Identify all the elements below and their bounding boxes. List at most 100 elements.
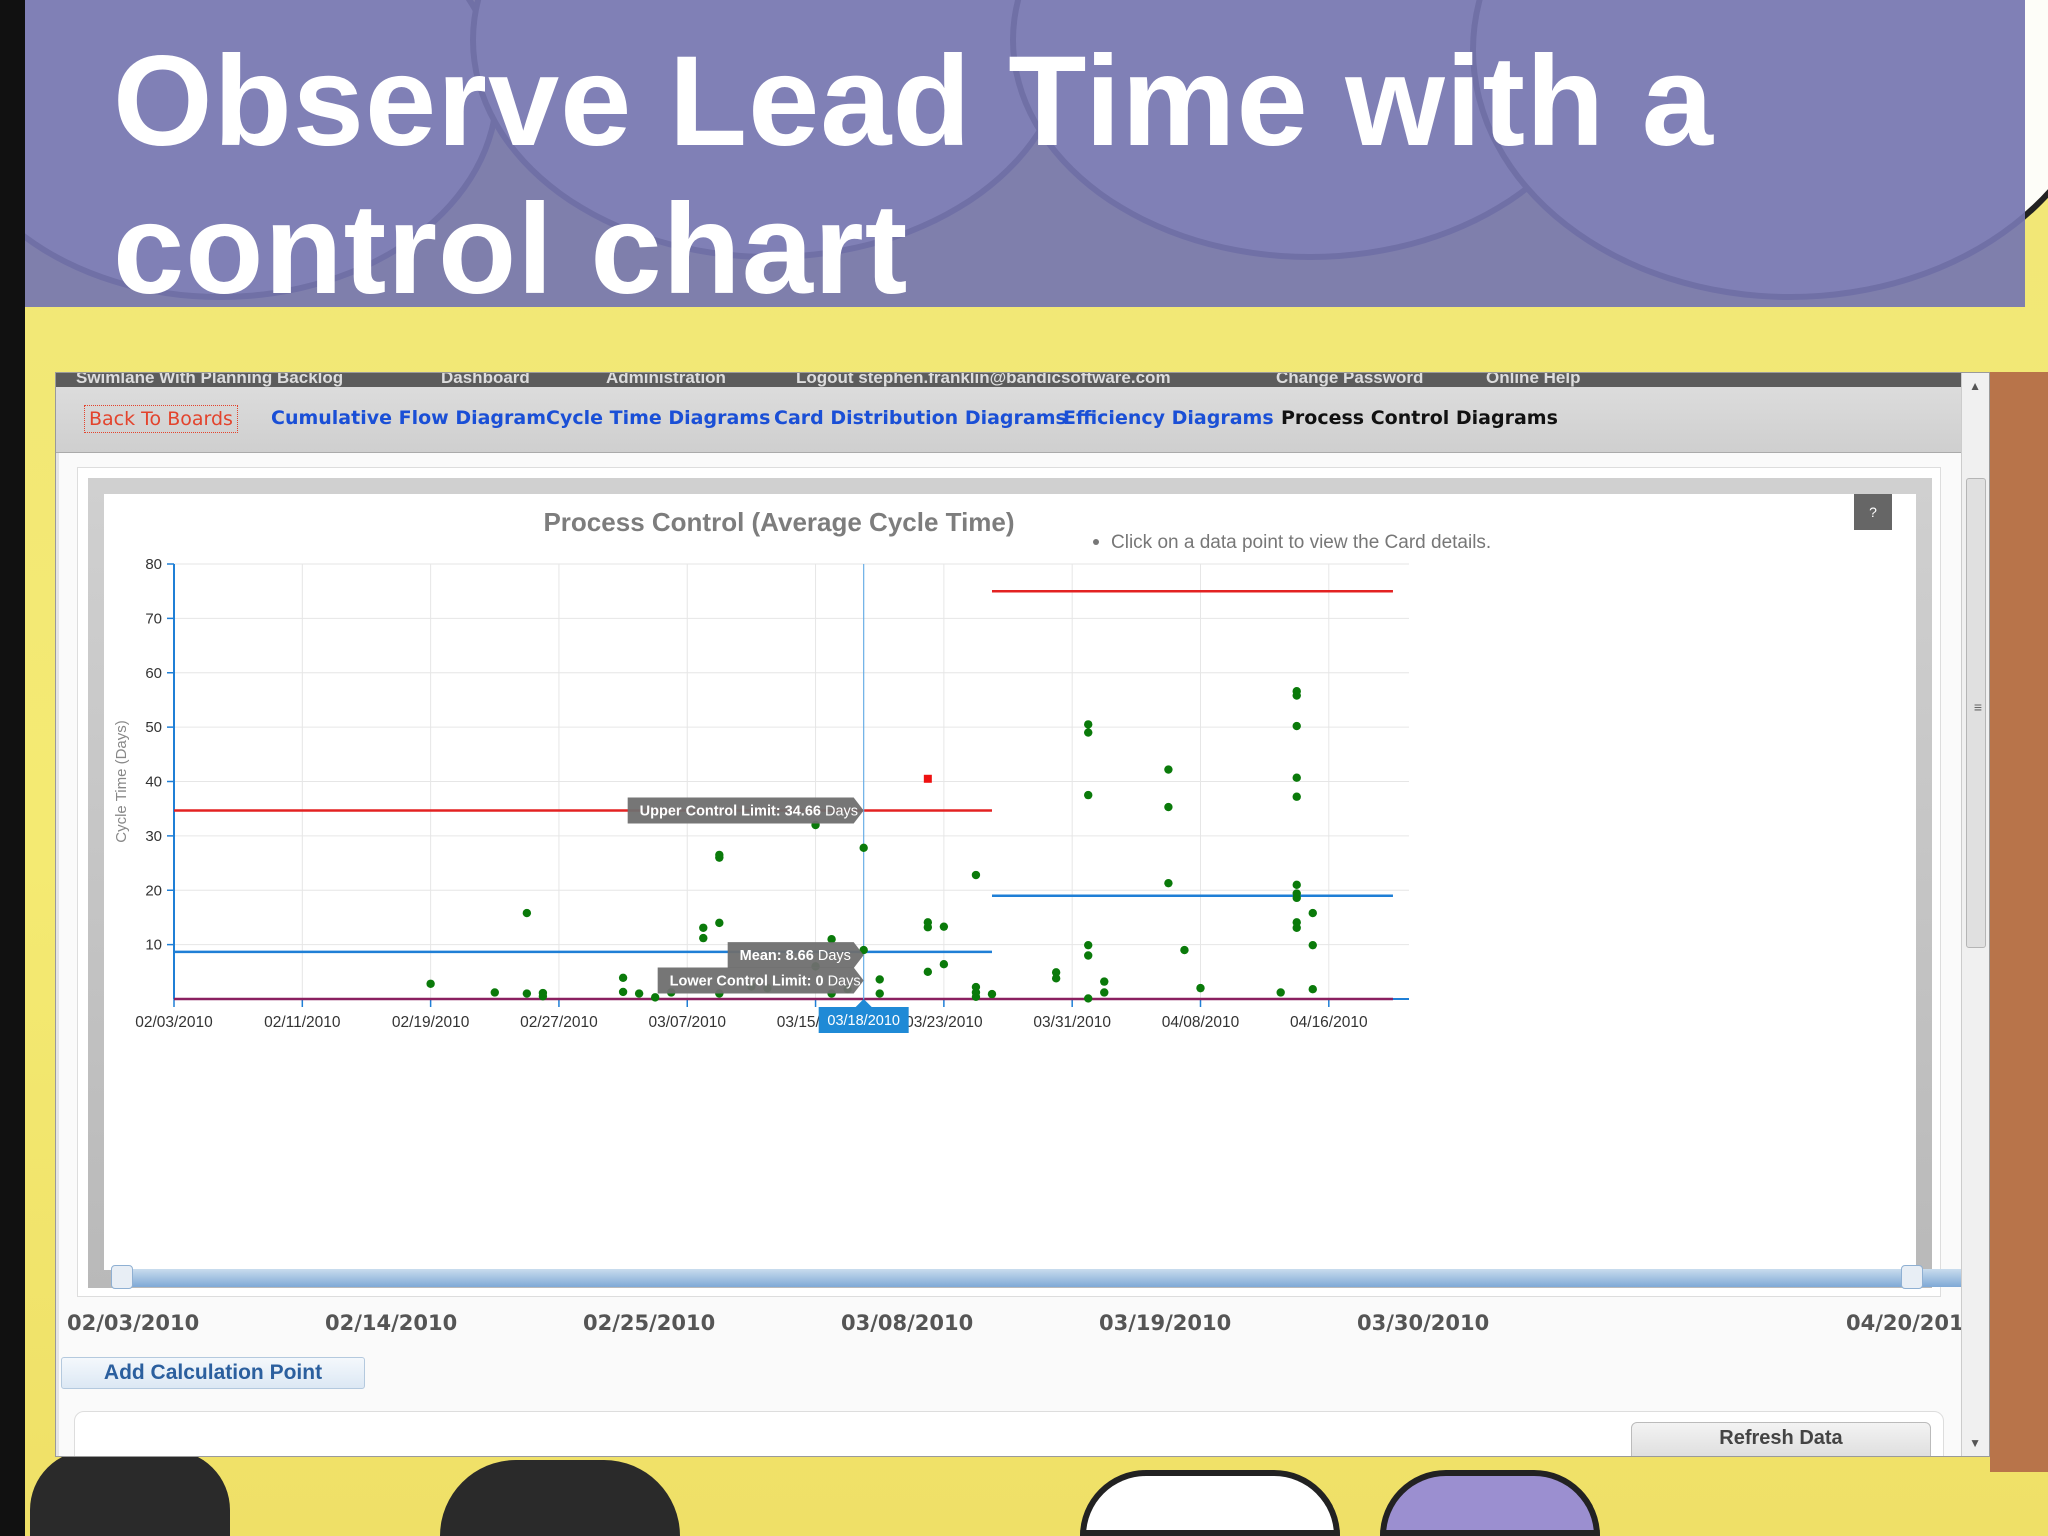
chart-area: ? Process Control (Average Cycle Time) Cl… xyxy=(104,494,1916,1270)
data-point xyxy=(1100,977,1109,986)
data-point xyxy=(1084,994,1093,1003)
process-control-link[interactable]: Process Control Diagrams xyxy=(1281,407,1558,429)
lower-limit-callout-value: Lower Control Limit: 0 xyxy=(670,974,828,990)
scroll-down-icon[interactable]: ▼ xyxy=(1969,1436,1981,1450)
data-point xyxy=(1292,773,1301,782)
data-point xyxy=(522,908,532,918)
cumulative-flow-link[interactable]: Cumulative Flow Diagram xyxy=(271,407,547,429)
slide-title-line2: control chart xyxy=(113,178,909,321)
cycle-time-link[interactable]: Cycle Time Diagrams xyxy=(546,407,771,429)
data-point xyxy=(923,918,933,927)
chart-panel: ? Process Control (Average Cycle Time) Cl… xyxy=(77,467,1941,1297)
data-point xyxy=(490,988,499,997)
bottom-panel: Refresh Data xyxy=(74,1411,1944,1456)
slide-title-line1: Observe Lead Time with a xyxy=(113,30,1714,173)
x-tick-label: 02/19/2010 xyxy=(392,1014,470,1031)
help-button[interactable]: ? xyxy=(1854,494,1892,530)
menu-item-board[interactable]: Swimlane With Planning Backlog xyxy=(76,372,344,387)
range-label: 03/30/2010 xyxy=(1357,1311,1490,1335)
x-tick-label: 03/31/2010 xyxy=(1033,1014,1111,1031)
data-point xyxy=(1084,728,1093,737)
data-point xyxy=(1292,687,1301,696)
data-point xyxy=(1084,940,1093,950)
menu-item-change-password[interactable]: Change Password xyxy=(1276,372,1424,387)
y-tick-label: 70 xyxy=(145,610,162,627)
scroll-up-icon[interactable]: ▲ xyxy=(1969,379,1981,393)
data-point xyxy=(1292,792,1301,801)
y-tick-label: 20 xyxy=(145,882,162,899)
range-label: 02/14/2010 xyxy=(325,1311,458,1335)
x-tick-label: 03/07/2010 xyxy=(648,1014,726,1031)
refresh-data-button[interactable]: Refresh Data xyxy=(1631,1422,1931,1456)
data-point xyxy=(859,843,868,853)
data-point xyxy=(859,945,868,955)
data-point xyxy=(618,973,628,982)
comic-figure xyxy=(1990,372,2048,1472)
upper-limit-callout-value: Upper Control Limit: 34.66 xyxy=(640,804,825,820)
slider-end-handle[interactable] xyxy=(1901,1265,1923,1289)
upper-limit-callout-text: Upper Control Limit: 34.66 Days xyxy=(640,804,858,820)
x-tick-label: 02/11/2010 xyxy=(264,1014,341,1031)
data-point xyxy=(1292,918,1301,927)
comic-figure xyxy=(440,1460,680,1536)
mean-callout-value: Mean: 8.66 xyxy=(740,948,818,964)
y-tick-label: 80 xyxy=(145,556,162,573)
data-point xyxy=(1164,878,1173,888)
app-window: Swimlane With Planning Backlog Dashboard… xyxy=(55,372,1990,1457)
card-distribution-link[interactable]: Card Distribution Diagrams xyxy=(774,407,1067,429)
menu-item-logout[interactable]: Logout stephen.franklin@bandicsoftware.c… xyxy=(796,372,1171,387)
data-point xyxy=(650,993,660,1002)
data-point xyxy=(987,989,997,999)
data-point xyxy=(1051,974,1061,983)
crosshair-date: 03/18/2010 xyxy=(827,1013,900,1029)
data-point xyxy=(939,922,949,931)
range-label: 03/08/2010 xyxy=(841,1311,974,1335)
slider-track[interactable] xyxy=(115,1269,1973,1287)
data-point xyxy=(1164,802,1173,812)
range-labels: 02/03/2010 02/14/2010 02/25/2010 03/08/2… xyxy=(59,1311,1978,1341)
scroll-thumb[interactable] xyxy=(1966,478,1986,948)
upper-limit-callout-unit: Days xyxy=(825,804,858,820)
data-point xyxy=(1276,988,1285,997)
x-tick-label: 02/03/2010 xyxy=(135,1014,213,1031)
slider-start-handle[interactable] xyxy=(111,1265,133,1289)
data-point xyxy=(875,975,884,984)
outlier-point xyxy=(923,774,932,783)
data-point xyxy=(1051,968,1061,977)
data-point xyxy=(1164,765,1173,774)
data-point xyxy=(715,918,724,928)
crosshair-pointer xyxy=(855,999,872,1007)
chart-frame: ? Process Control (Average Cycle Time) Cl… xyxy=(88,478,1932,1288)
menu-item-online-help[interactable]: Online Help xyxy=(1486,372,1581,387)
menu-item-dashboard[interactable]: Dashboard xyxy=(441,372,530,387)
menu-item-administration[interactable]: Administration xyxy=(606,372,726,387)
chart-hint: Click on a data point to view the Card d… xyxy=(1111,532,1491,553)
vertical-scrollbar[interactable]: ▲ ≡ ▼ xyxy=(1961,373,1989,1456)
efficiency-link[interactable]: Efficiency Diagrams xyxy=(1063,407,1274,429)
lower-limit-callout-text: Lower Control Limit: 0 Days xyxy=(670,974,861,990)
upper-limit-callout-box xyxy=(627,797,864,824)
scroll-grip-icon: ≡ xyxy=(1973,699,1982,715)
mean-callout-box xyxy=(727,942,864,969)
y-axis-label: Cycle Time (Days) xyxy=(113,720,130,843)
crosshair-date-box xyxy=(818,1007,909,1033)
data-point xyxy=(1292,889,1301,898)
title-banner: Observe Lead Time with a control chart xyxy=(25,0,2025,321)
data-point xyxy=(715,850,724,860)
data-point xyxy=(1308,908,1317,918)
data-point xyxy=(939,960,949,969)
data-point xyxy=(1196,983,1205,993)
back-to-boards-link[interactable]: Back To Boards xyxy=(84,405,238,433)
date-range-slider[interactable] xyxy=(59,1261,1973,1291)
left-edge xyxy=(0,0,25,1536)
data-point xyxy=(1180,945,1189,955)
y-tick-label: 10 xyxy=(145,937,162,954)
lower-limit-callout-box xyxy=(657,967,864,994)
y-tick-label: 50 xyxy=(145,719,162,736)
data-point xyxy=(971,870,981,880)
add-calculation-point-button[interactable]: Add Calculation Point xyxy=(61,1357,365,1389)
data-point xyxy=(971,982,981,992)
x-tick-label: 03/23/2010 xyxy=(905,1014,983,1031)
y-tick-label: 40 xyxy=(145,774,162,791)
y-tick-label: 30 xyxy=(145,828,162,845)
